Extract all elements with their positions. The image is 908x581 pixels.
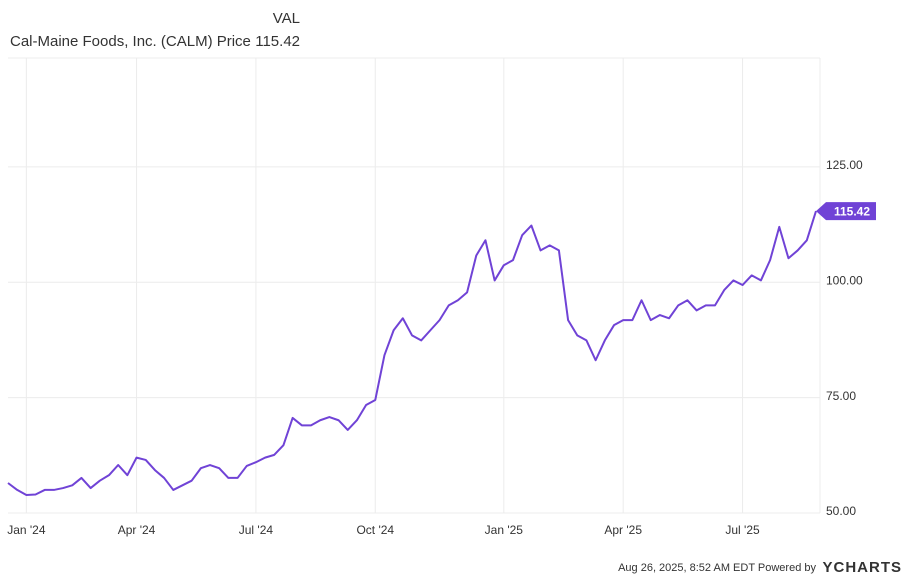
brand: YCHARTS <box>822 559 902 576</box>
x-tick-label: Apr '25 <box>604 523 642 537</box>
source: Aug 26, 2025, 8:52 AM EDT Powered by <box>618 562 816 574</box>
x-tick-label: Jan '24 <box>7 523 46 537</box>
x-tick-label: Jul '24 <box>239 523 274 537</box>
x-tick-label: Jan '25 <box>485 523 524 537</box>
x-tick-label: Jul '25 <box>725 523 760 537</box>
y-tick-label: 75.00 <box>826 389 856 403</box>
legend-header: VAL <box>273 10 300 27</box>
y-tick-label: 100.00 <box>826 273 863 287</box>
last-value-badge <box>816 202 876 221</box>
price-line <box>7 210 817 497</box>
y-tick-label: 50.00 <box>826 504 856 518</box>
legend-name: Cal-Maine Foods, Inc. (CALM) Price <box>10 33 251 50</box>
x-tick-label: Oct '24 <box>356 523 394 537</box>
x-tick-label: Apr '24 <box>118 523 156 537</box>
y-tick-label: 125.00 <box>826 158 863 172</box>
legend-value: 115.42 <box>255 33 300 50</box>
last-value-label: 115.42 <box>834 204 870 218</box>
